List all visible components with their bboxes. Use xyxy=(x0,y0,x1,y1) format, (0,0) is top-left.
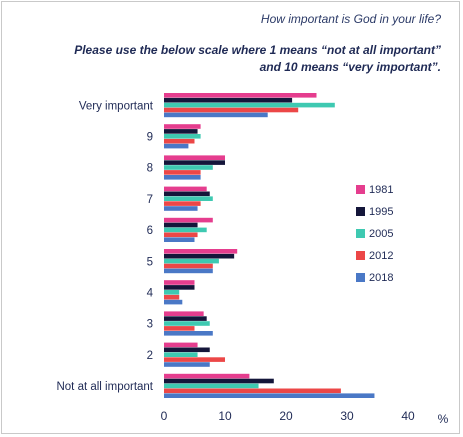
bar-1981-6 xyxy=(164,280,195,285)
bar-2005-6 xyxy=(164,290,180,295)
legend-label-2018: 2018 xyxy=(369,272,393,284)
legend-swatch-2012 xyxy=(356,251,365,260)
bar-1995-8 xyxy=(164,347,210,353)
bar-1981-0 xyxy=(164,93,317,98)
bar-2012-8 xyxy=(164,357,225,362)
bar-2012-6 xyxy=(164,294,180,300)
bar-1981-7 xyxy=(164,311,204,316)
bar-2018-0 xyxy=(164,112,268,118)
legend-swatch-2018 xyxy=(356,273,365,282)
bar-2005-0 xyxy=(164,102,335,108)
bar-1995-2 xyxy=(164,160,225,165)
bar-1981-3 xyxy=(164,186,207,192)
bar-2005-7 xyxy=(164,321,210,326)
bar-2005-1 xyxy=(164,134,201,139)
legend-label-1995: 1995 xyxy=(369,206,393,218)
bar-2005-3 xyxy=(164,196,213,201)
category-label: 5 xyxy=(147,256,153,268)
x-tick-label: 30 xyxy=(340,409,354,423)
legend-swatch-1981 xyxy=(356,185,365,194)
legend-label-2012: 2012 xyxy=(369,250,393,262)
x-tick-label: 10 xyxy=(218,409,232,423)
chart-subtitle-line-2: and 10 means “very important”. xyxy=(259,60,441,74)
category-label: Very important xyxy=(79,100,154,112)
bar-2012-1 xyxy=(164,138,195,144)
category-label: 9 xyxy=(147,131,153,143)
chart-subtitle: Please use the below scale where 1 means… xyxy=(74,42,441,76)
bar-2018-2 xyxy=(164,175,201,180)
x-tick-label: 20 xyxy=(279,409,293,423)
bar-2005-9 xyxy=(164,383,259,389)
bar-1981-9 xyxy=(164,373,250,379)
bar-2012-5 xyxy=(164,263,213,269)
bar-2012-2 xyxy=(164,170,201,175)
bar-1995-0 xyxy=(164,97,293,103)
bar-1981-8 xyxy=(164,342,198,348)
category-label: 3 xyxy=(147,319,153,331)
bar-2005-8 xyxy=(164,352,198,357)
bar-2018-4 xyxy=(164,237,195,242)
legend-label-2005: 2005 xyxy=(369,228,393,240)
chart-title: How important is God in your life? xyxy=(260,12,441,26)
bar-2018-7 xyxy=(164,331,213,336)
bar-2018-5 xyxy=(164,268,213,274)
bar-2018-6 xyxy=(164,299,183,305)
bar-2018-8 xyxy=(164,362,210,367)
legend-swatch-1995 xyxy=(356,207,365,216)
bar-1995-6 xyxy=(164,285,195,290)
category-label: 8 xyxy=(147,163,153,175)
bar-1981-2 xyxy=(164,155,225,160)
bar-2012-7 xyxy=(164,326,195,331)
category-label: 2 xyxy=(147,350,153,362)
bar-1995-4 xyxy=(164,222,198,228)
bar-2005-5 xyxy=(164,258,219,264)
bar-2018-1 xyxy=(164,143,189,149)
category-label: 6 xyxy=(147,225,153,237)
bar-2018-9 xyxy=(164,393,375,398)
bar-1981-5 xyxy=(164,249,238,254)
bar-2005-4 xyxy=(164,227,207,233)
bar-1981-1 xyxy=(164,124,201,129)
bar-1995-3 xyxy=(164,191,210,197)
bar-2012-4 xyxy=(164,232,198,238)
x-unit-label: % xyxy=(438,412,449,426)
x-tick-label: 0 xyxy=(161,409,168,423)
legend-label-1981: 1981 xyxy=(369,184,393,196)
bar-2012-3 xyxy=(164,201,201,206)
legend-swatch-2005 xyxy=(356,229,365,238)
bar-2012-0 xyxy=(164,107,299,113)
category-label: 7 xyxy=(147,194,153,206)
bar-2012-9 xyxy=(164,388,341,394)
category-label: Not at all important xyxy=(56,381,153,393)
category-label: 4 xyxy=(147,287,154,299)
bar-2005-2 xyxy=(164,165,213,170)
bar-1995-7 xyxy=(164,316,207,321)
bar-1995-1 xyxy=(164,129,198,134)
bar-2018-3 xyxy=(164,206,198,211)
chart-subtitle-line-1: Please use the below scale where 1 means… xyxy=(74,43,441,57)
bar-1981-4 xyxy=(164,217,213,223)
x-tick-label: 40 xyxy=(401,409,415,423)
bar-1995-5 xyxy=(164,253,235,259)
bar-1995-9 xyxy=(164,378,274,384)
